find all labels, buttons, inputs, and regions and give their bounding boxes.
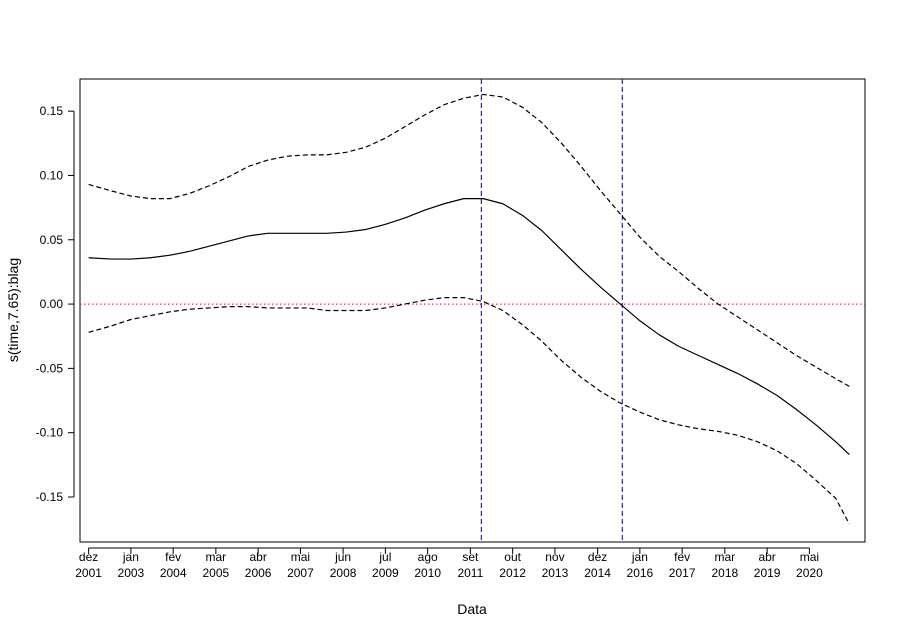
x-tick-label-year: 2019 [754,566,781,580]
x-tick-label-year: 2001 [75,566,102,580]
x-tick-label-month: abr [249,550,266,564]
x-axis: dez 2001 jan 2003 fev 2004 mar 2005 abr 2006 mai 20… [75,547,823,580]
x-tick-label-month: mai [291,550,310,564]
x-tick-label-year: 2003 [118,566,145,580]
reference-lines [80,79,865,542]
series-layer [88,93,850,525]
y-tick-label: 0.15 [40,104,64,118]
x-tick-label-year: 2009 [372,566,399,580]
x-tick-label-month: ago [418,550,438,564]
plot-box [79,78,866,543]
x-tick-label-year: 2013 [542,566,569,580]
x-tick-label-year: 2020 [796,566,823,580]
x-tick-label-month: jul [378,550,391,564]
y-tick-label: -0.15 [36,490,64,504]
x-tick-label-year: 2010 [414,566,441,580]
x-tick-label-month: mar [206,550,227,564]
x-tick-label-year: 2018 [711,566,738,580]
y-tick-label: 0.10 [40,168,64,182]
x-tick-label-year: 2004 [160,566,187,580]
x-tick-label-month: fev [674,550,690,564]
x-tick-label-month: abr [758,550,775,564]
x-tick-label-year: 2007 [287,566,314,580]
upper-confidence-line [88,93,850,387]
estimate-line [88,198,850,455]
x-tick-label-month: jan [631,550,648,564]
x-tick-label-month: jun [334,550,351,564]
x-tick-label-year: 2006 [245,566,272,580]
x-tick-label-year: 2011 [457,566,483,580]
x-tick-label-year: 2012 [499,566,526,580]
y-tick-label: -0.05 [36,361,64,375]
x-tick-label-year: 2016 [627,566,654,580]
lower-confidence-line [88,297,850,525]
y-tick-label: -0.10 [36,426,64,440]
x-tick-label-year: 2005 [203,566,230,580]
x-tick-label-year: 2008 [330,566,357,580]
y-tick-label: 0.05 [40,233,64,247]
x-tick-label-year: 2017 [669,566,696,580]
x-tick-label-month: out [504,550,521,564]
y-axis-title: s(time,7.65):blag [5,258,21,362]
x-tick-label-month: nov [545,550,564,564]
x-tick-label-month: dez [79,550,98,564]
x-tick-label-month: jan [122,550,139,564]
x-tick-label-month: mai [800,550,819,564]
x-tick-label-month: dez [588,550,607,564]
x-tick-label-month: fev [165,550,181,564]
x-tick-label-year: 2014 [584,566,611,580]
x-tick-label-month: mar [714,550,735,564]
x-axis-title: Data [457,601,487,617]
y-tick-label: 0.00 [40,297,64,311]
y-axis: 0.15 0.10 0.05 0.00 -0.05 -0.10 -0.15 [36,104,75,504]
x-tick-label-month: set [462,550,479,564]
